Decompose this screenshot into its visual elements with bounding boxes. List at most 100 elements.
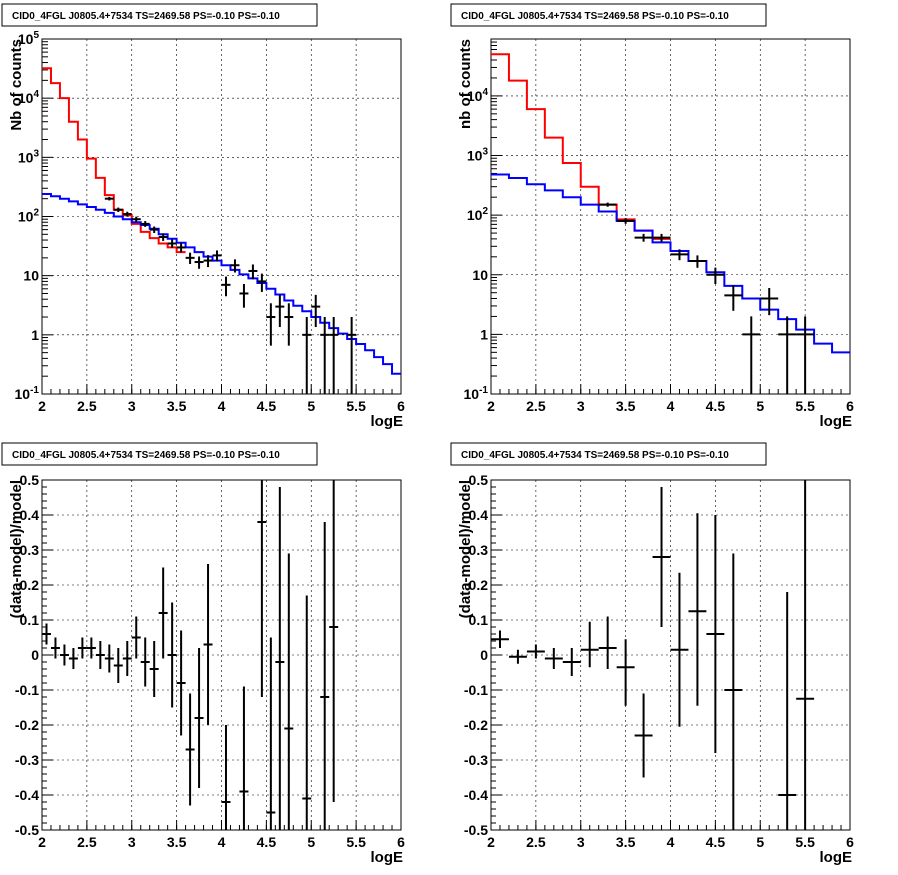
data-point <box>688 513 707 706</box>
y-tick-label: 104 <box>18 89 40 106</box>
data-point <box>113 648 123 683</box>
x-axis-label: logE <box>820 849 853 866</box>
y-tick-label: 0.2 <box>20 577 40 593</box>
y-tick-label: 104 <box>467 87 489 104</box>
data-point <box>239 283 249 308</box>
data-point <box>302 317 312 394</box>
data-point <box>634 693 653 778</box>
data-point <box>239 686 249 830</box>
data-point <box>616 218 635 224</box>
data-point <box>248 264 258 280</box>
data-point <box>329 480 339 802</box>
y-tick-label: 10-1 <box>15 385 40 402</box>
data-point <box>266 637 276 830</box>
y-tick-label: 103 <box>467 147 489 164</box>
x-tick-label: 3.5 <box>167 398 187 414</box>
title-box <box>1 3 318 27</box>
data-point <box>580 621 599 668</box>
data-point <box>598 616 617 669</box>
data-point <box>42 623 51 645</box>
data-point <box>724 553 743 830</box>
y-tick-label: 0.4 <box>20 507 40 523</box>
data-point <box>104 196 114 201</box>
data-point <box>68 648 78 669</box>
data-point <box>131 216 141 222</box>
data-point <box>185 693 195 806</box>
x-tick-label: 5 <box>307 834 315 850</box>
data-point <box>266 303 276 346</box>
data-point <box>194 256 204 269</box>
data-point <box>203 255 213 268</box>
data-point <box>77 637 87 659</box>
data-point <box>221 276 231 297</box>
data-point <box>113 207 123 212</box>
data-point <box>257 480 267 697</box>
y-tick-label: -0.2 <box>464 717 488 733</box>
data-point <box>302 595 312 830</box>
y-axis-label: Nb of counts <box>8 39 25 131</box>
chart-title: CID0_4FGL J0805.4+7534 TS=2469.58 PS=-0.… <box>461 11 729 22</box>
x-tick-label: 3.5 <box>167 834 187 850</box>
data-point <box>167 602 177 708</box>
y-tick-label: 102 <box>18 208 40 225</box>
data-point <box>688 255 707 268</box>
y-axis-label: (data-model)/model <box>457 480 474 618</box>
data-point <box>760 287 779 316</box>
x-tick-label: 2 <box>487 398 495 414</box>
data-point <box>652 487 671 627</box>
x-tick-label: 4.5 <box>257 834 277 850</box>
x-tick-label: 5 <box>756 398 764 414</box>
x-tick-label: 4 <box>667 398 675 414</box>
y-tick-label: 103 <box>18 148 40 165</box>
data-point <box>616 639 635 706</box>
x-tick-label: 3.5 <box>616 398 636 414</box>
y-tick-label: -0.1 <box>15 682 39 698</box>
x-tick-label: 3 <box>577 834 585 850</box>
y-tick-label: 102 <box>467 206 489 223</box>
x-tick-label: 5 <box>307 398 315 414</box>
data-point <box>257 273 267 292</box>
chart-title: CID0_4FGL J0805.4+7534 TS=2469.58 PS=-0.… <box>461 450 729 461</box>
x-tick-label: 4.5 <box>706 398 726 414</box>
x-tick-label: 6 <box>846 834 854 850</box>
y-axis-label: (data-model)/model <box>8 480 25 618</box>
x-tick-label: 2.5 <box>77 834 97 850</box>
y-tick-label: -0.3 <box>15 752 39 768</box>
data-point <box>634 233 653 242</box>
data-point <box>526 644 545 659</box>
x-tick-label: 3.5 <box>616 834 636 850</box>
y-tick-label: -0.4 <box>464 787 488 803</box>
x-tick-label: 5.5 <box>795 834 815 850</box>
data-point <box>275 487 285 830</box>
x-tick-label: 4 <box>218 834 226 850</box>
y-tick-label: 10 <box>23 268 39 284</box>
data-point <box>284 553 294 830</box>
residual-plot-left: CID0_4FGL J0805.4+7534 TS=2469.58 PS=-0.… <box>1 442 405 866</box>
data-point <box>59 644 69 666</box>
residual-plot-right: CID0_4FGL J0805.4+7534 TS=2469.58 PS=-0.… <box>450 442 854 866</box>
data-point <box>329 317 339 394</box>
y-tick-label: 0.5 <box>20 472 40 488</box>
data-point <box>140 637 150 687</box>
x-tick-label: 3 <box>128 834 136 850</box>
x-axis-label: logE <box>371 849 404 866</box>
x-tick-label: 4 <box>218 398 226 414</box>
title-box <box>1 442 318 466</box>
data-point <box>778 316 797 394</box>
data-point <box>122 641 132 676</box>
data-point <box>131 616 141 659</box>
data-point <box>149 641 159 697</box>
data-point <box>158 567 168 659</box>
y-tick-label: -0.5 <box>464 822 488 838</box>
data-point <box>544 648 563 669</box>
data-point <box>122 211 132 217</box>
data-point <box>598 202 617 207</box>
y-tick-label: 0.5 <box>469 472 489 488</box>
x-tick-label: 5.5 <box>346 834 366 850</box>
y-tick-label: 0.1 <box>469 612 489 628</box>
data-point <box>230 259 240 273</box>
title-box <box>450 442 767 466</box>
data-point <box>706 515 725 753</box>
series-1-step-line <box>42 193 401 375</box>
